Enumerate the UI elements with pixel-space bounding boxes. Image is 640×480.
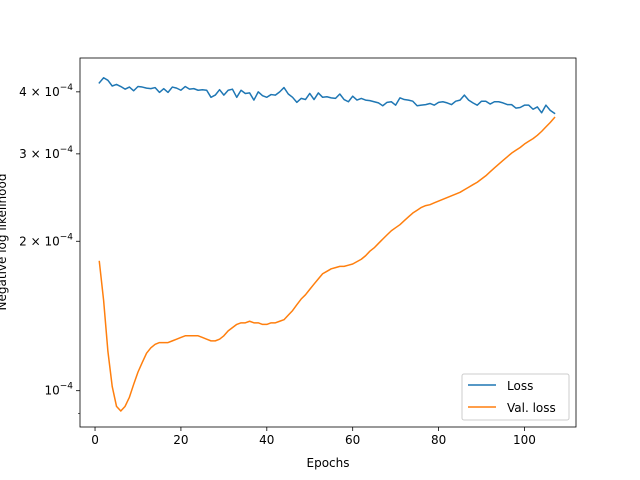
series-line-loss (98, 77, 556, 115)
y-axis-ticks: 10−4 2 × 10−4 3 × 10−4 4 × 10−4 (19, 83, 80, 414)
axes-frame (79, 57, 577, 428)
x-tick-label: 80 (431, 433, 446, 447)
x-tick-label: 100 (513, 433, 536, 447)
legend-label-loss: Loss (507, 379, 533, 393)
x-tick-label: 0 (91, 433, 99, 447)
x-axis-label: Epochs (307, 456, 350, 470)
y-tick-label: 10−4 (44, 382, 73, 398)
x-axis-ticks: 0 20 40 60 80 100 (91, 427, 536, 447)
legend: Loss Val. loss (461, 373, 570, 421)
plot-area (80, 58, 576, 427)
legend-label-val-loss: Val. loss (507, 401, 556, 415)
series-layer (98, 77, 556, 412)
y-axis-label: Negative log likelihood (0, 174, 9, 311)
series-line-val-loss (98, 116, 556, 412)
y-tick-label: 2 × 10−4 (19, 232, 73, 248)
x-tick-label: 40 (259, 433, 274, 447)
y-tick-label: 4 × 10−4 (19, 83, 73, 99)
x-tick-label: 20 (173, 433, 188, 447)
x-tick-label: 60 (345, 433, 360, 447)
y-tick-label: 3 × 10−4 (19, 145, 73, 161)
